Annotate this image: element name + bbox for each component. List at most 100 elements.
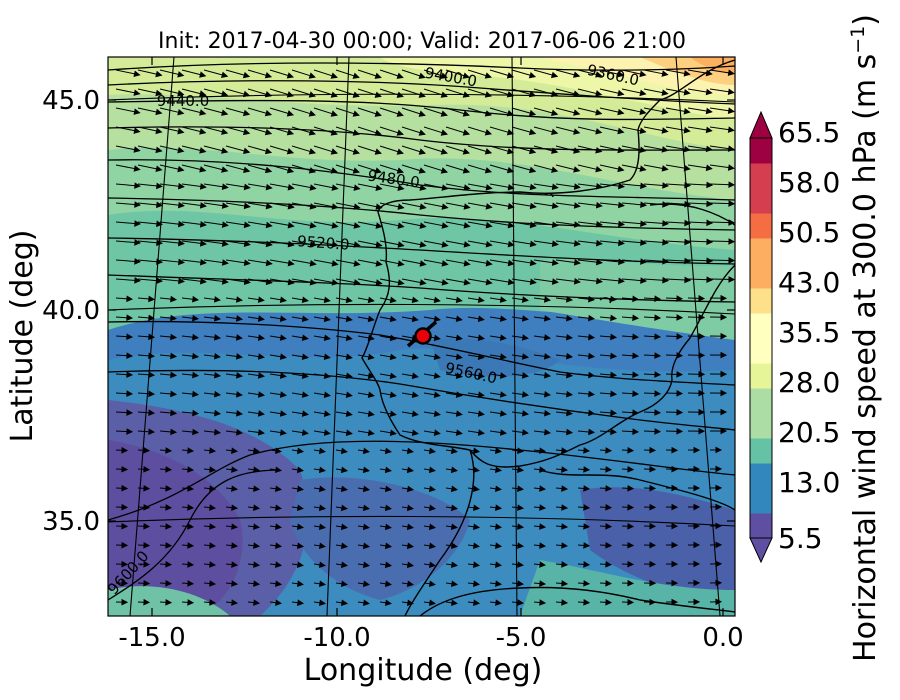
wind-vector-head (389, 410, 397, 418)
wind-vector-head (495, 466, 503, 474)
wind-vector-head (671, 598, 679, 606)
wind-vector-head (286, 166, 295, 174)
wind-vector-head (684, 181, 692, 189)
wind-vector-head (309, 241, 317, 248)
wind-vector-head (671, 579, 679, 587)
wind-vector-head (472, 466, 480, 474)
wind-vector-head (698, 295, 706, 302)
wind-vector-head (352, 91, 360, 98)
wind-vector-head (698, 408, 706, 416)
colorbar-band (750, 463, 772, 489)
wind-vector-head (455, 372, 463, 379)
wind-vector-head (706, 257, 714, 265)
wind-vector-head (698, 314, 706, 321)
wind-vector-head (661, 89, 669, 96)
wind-vector-head (309, 259, 317, 267)
wind-vector-head (455, 353, 463, 361)
wind-vector-head (720, 313, 728, 321)
wind-vector-head (406, 599, 414, 607)
wind-vector-head (573, 221, 581, 228)
wind-vector-head (362, 504, 370, 512)
wind-vector-head (275, 523, 283, 530)
wind-vector-head (397, 279, 405, 286)
wind-vector-head (301, 391, 309, 398)
wind-vector-head (367, 334, 375, 342)
wind-vector-head (715, 522, 723, 530)
wind-vector-head (155, 89, 163, 97)
wind-vector-head (133, 89, 141, 96)
wind-vector-head (187, 447, 195, 454)
wind-vector-head (221, 278, 229, 285)
wind-vector-head (330, 72, 338, 79)
wind-vector-head (396, 129, 404, 136)
wind-vector-head (165, 580, 173, 587)
wind-vector-head (441, 184, 449, 191)
wind-vector-head (566, 390, 574, 398)
wind-vector-head (477, 410, 485, 417)
wind-vector-head (506, 147, 515, 155)
wind-vector-head (551, 259, 559, 266)
wind-vector-head (143, 579, 151, 587)
wind-vector-head (121, 484, 129, 492)
wind-vector-head (242, 147, 251, 155)
wind-vector-head (441, 260, 449, 267)
wind-vector-head (441, 279, 449, 286)
wind-vector-head (406, 466, 414, 474)
wind-vector-head (671, 541, 679, 549)
wind-vector-head (253, 447, 261, 455)
wind-vector-head (463, 184, 471, 191)
wind-vector-head (566, 371, 574, 379)
wind-vector-head (345, 391, 353, 399)
wind-vector-head (177, 108, 185, 116)
wind-vector-head (235, 296, 243, 303)
wind-vector-head (156, 201, 163, 209)
wind-vector-head (640, 258, 648, 265)
wind-vector-head (170, 390, 178, 398)
wind-vector-head (440, 72, 448, 79)
wind-vector-head (214, 390, 222, 398)
wind-vector-head (671, 560, 679, 568)
wind-vector-head (632, 295, 640, 303)
wind-vector-head (340, 504, 348, 512)
wind-vector-head (209, 485, 217, 492)
wind-vector-head (384, 447, 392, 455)
wind-vector-head (428, 580, 436, 588)
wind-vector-head (209, 561, 217, 568)
wind-vector-head (654, 371, 662, 378)
wind-vector-head (199, 166, 207, 173)
wind-vector-head (477, 334, 485, 341)
wind-vector-head (121, 446, 129, 454)
wind-vector-head (683, 89, 691, 96)
wind-vector-head (539, 542, 547, 549)
wind-vector-head (706, 200, 714, 208)
wind-vector-head (331, 222, 339, 229)
wind-vector-head (440, 148, 448, 155)
wind-vector-head (640, 201, 648, 209)
wind-vector-head (134, 277, 142, 284)
wind-vector-head (323, 353, 331, 361)
wind-vector-head (495, 504, 503, 511)
wind-vectors (115, 69, 735, 607)
wind-vector-head (507, 183, 515, 191)
wind-vector-head (199, 258, 207, 266)
colorbar-tick-label: 58.0 (778, 166, 840, 199)
wind-vector-head (654, 390, 662, 397)
wind-vector-head (148, 314, 156, 322)
wind-vector-head (209, 599, 217, 606)
wind-vector-head (573, 128, 581, 135)
wind-vector-head (528, 166, 537, 174)
wind-vector-head (728, 219, 735, 226)
wind-vector-head (495, 599, 503, 606)
wind-vector-head (374, 91, 382, 98)
wind-vector-head (221, 166, 229, 173)
wind-vector-head (693, 579, 701, 587)
wind-vector-head (684, 219, 692, 227)
wind-vector-head (728, 238, 735, 245)
wind-vector-head (192, 314, 200, 322)
wind-vector-head (705, 69, 713, 77)
wind-vector-head (143, 485, 151, 492)
wind-vector-head (521, 429, 529, 436)
wind-vector-head (221, 71, 229, 78)
wind-vector-head (450, 466, 458, 474)
